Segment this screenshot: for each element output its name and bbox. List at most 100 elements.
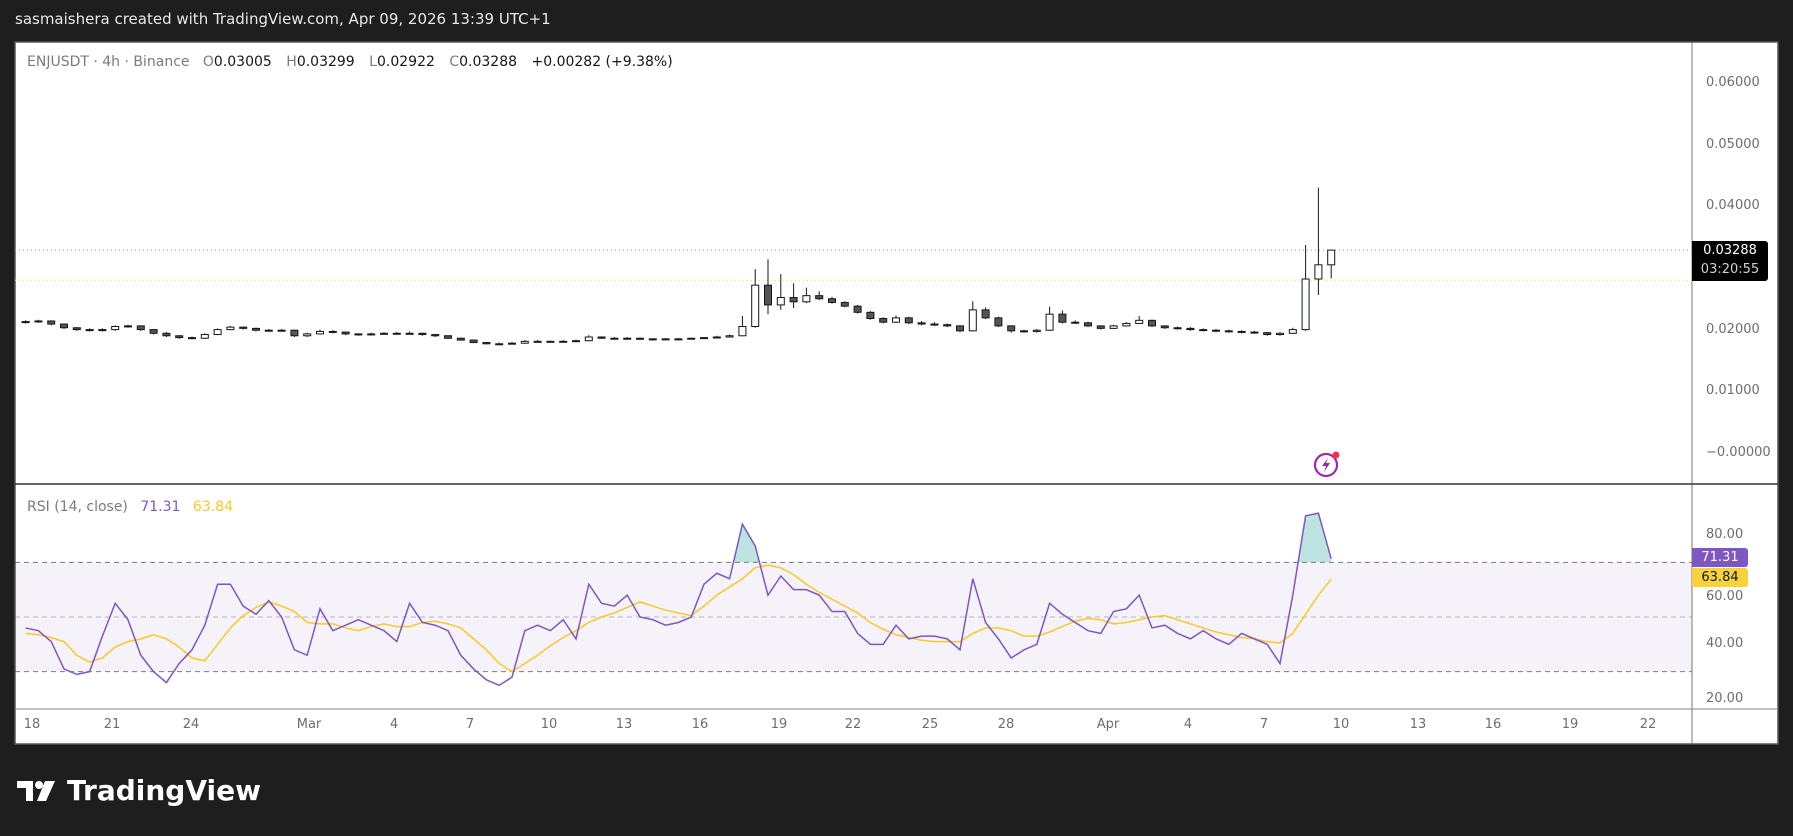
candle bbox=[380, 332, 388, 335]
candle bbox=[1288, 327, 1297, 334]
candle bbox=[687, 337, 696, 340]
candle-body bbox=[239, 326, 248, 329]
rsi-legend: RSI (14, close) 71.31 63.84 bbox=[27, 499, 233, 515]
candle bbox=[124, 324, 132, 328]
candle bbox=[866, 311, 875, 320]
candle-body bbox=[60, 323, 68, 329]
candle bbox=[136, 325, 145, 331]
candle-body bbox=[930, 323, 939, 326]
candle-body bbox=[956, 325, 964, 332]
candle bbox=[1032, 328, 1041, 333]
candle-body bbox=[1160, 325, 1169, 329]
candle-body bbox=[392, 332, 401, 335]
candle bbox=[738, 316, 747, 337]
candle-body bbox=[354, 333, 363, 336]
candle-body bbox=[469, 339, 478, 344]
candle bbox=[815, 291, 824, 300]
candle-body bbox=[1250, 331, 1259, 334]
candle bbox=[469, 339, 478, 344]
candle bbox=[956, 325, 964, 333]
time-axis-label: 24 bbox=[182, 717, 200, 732]
open-value: 0.03005 bbox=[213, 54, 272, 70]
candle-body bbox=[405, 332, 414, 335]
price-axis-label: 0.02000 bbox=[1706, 321, 1760, 337]
candle-body bbox=[572, 340, 580, 343]
time-axis-label: Apr bbox=[1096, 717, 1120, 732]
candle bbox=[1276, 332, 1284, 336]
candle-body bbox=[341, 331, 350, 335]
candle-body bbox=[943, 324, 952, 327]
candle bbox=[943, 323, 952, 328]
tradingview-logo[interactable]: TradingView bbox=[17, 774, 261, 807]
time-axis-label: 7 bbox=[465, 717, 475, 732]
candle bbox=[533, 340, 542, 343]
candle bbox=[367, 332, 376, 336]
candle-body bbox=[316, 330, 324, 335]
time-axis-label: 22 bbox=[1639, 717, 1657, 732]
candle-body bbox=[508, 342, 516, 345]
candle-body bbox=[1314, 264, 1323, 280]
candle-body bbox=[111, 326, 120, 331]
candle-body bbox=[712, 336, 721, 339]
rsi-value: 71.31 bbox=[140, 499, 181, 515]
brand-name: TradingView bbox=[67, 774, 261, 807]
candle-body bbox=[1263, 332, 1272, 336]
chart-frame bbox=[15, 42, 1778, 744]
candle-body bbox=[994, 317, 1003, 327]
rsi-ma-value: 63.84 bbox=[192, 499, 233, 515]
candle-body bbox=[764, 284, 772, 306]
time-axis-label: 16 bbox=[691, 717, 709, 732]
candle bbox=[1301, 245, 1310, 331]
candle-body bbox=[738, 326, 747, 337]
symbol-legend: ENJUSDT · 4h · Binance O0.03005 H0.03299… bbox=[27, 54, 683, 70]
candle-body bbox=[700, 337, 708, 340]
candle-body bbox=[1212, 329, 1220, 332]
candle bbox=[828, 296, 836, 304]
candle bbox=[1173, 326, 1182, 330]
candle bbox=[520, 340, 529, 344]
candle bbox=[776, 274, 785, 310]
candle-body bbox=[802, 295, 811, 303]
time-axis-label: 19 bbox=[1561, 717, 1579, 732]
candle bbox=[661, 338, 670, 341]
candle-body bbox=[751, 284, 760, 328]
candle bbox=[213, 328, 222, 336]
candle-body bbox=[1084, 322, 1092, 327]
high-value: 0.03299 bbox=[296, 54, 355, 70]
candle bbox=[892, 315, 900, 323]
time-axis-label: 18 bbox=[23, 717, 41, 732]
candle-body bbox=[636, 337, 644, 340]
candle-body bbox=[687, 337, 696, 340]
time-axis-label: 16 bbox=[1484, 717, 1502, 732]
time-axis-label: 10 bbox=[540, 717, 558, 732]
candle-body bbox=[1276, 332, 1284, 336]
candle bbox=[200, 333, 209, 339]
candle-body bbox=[917, 322, 926, 325]
candle bbox=[239, 326, 248, 330]
rsi-axis-label: 40.00 bbox=[1706, 636, 1744, 652]
candle bbox=[802, 287, 811, 304]
candle bbox=[981, 307, 990, 320]
candle bbox=[610, 337, 619, 340]
candle bbox=[725, 334, 734, 338]
lightning-alert-icon[interactable] bbox=[1313, 450, 1341, 478]
candle bbox=[584, 335, 593, 342]
price-axis-label: −0.00000 bbox=[1706, 445, 1771, 460]
candle-body bbox=[1186, 327, 1195, 331]
low-label: L bbox=[369, 54, 377, 70]
candle-body bbox=[328, 330, 337, 333]
candle-body bbox=[264, 329, 273, 332]
candle bbox=[636, 337, 644, 341]
candle-body bbox=[1109, 325, 1118, 329]
candle bbox=[1109, 324, 1118, 329]
candle-body bbox=[252, 327, 260, 331]
candle bbox=[495, 342, 504, 346]
candle bbox=[188, 336, 196, 340]
candle bbox=[1160, 325, 1169, 329]
rsi-title[interactable]: RSI (14, close) bbox=[27, 499, 128, 515]
candle-body bbox=[968, 309, 977, 332]
symbol-info[interactable]: ENJUSDT · 4h · Binance bbox=[27, 54, 190, 70]
last-price-tag: 0.03288 03:20:55 bbox=[1692, 241, 1768, 281]
candle bbox=[98, 328, 107, 332]
